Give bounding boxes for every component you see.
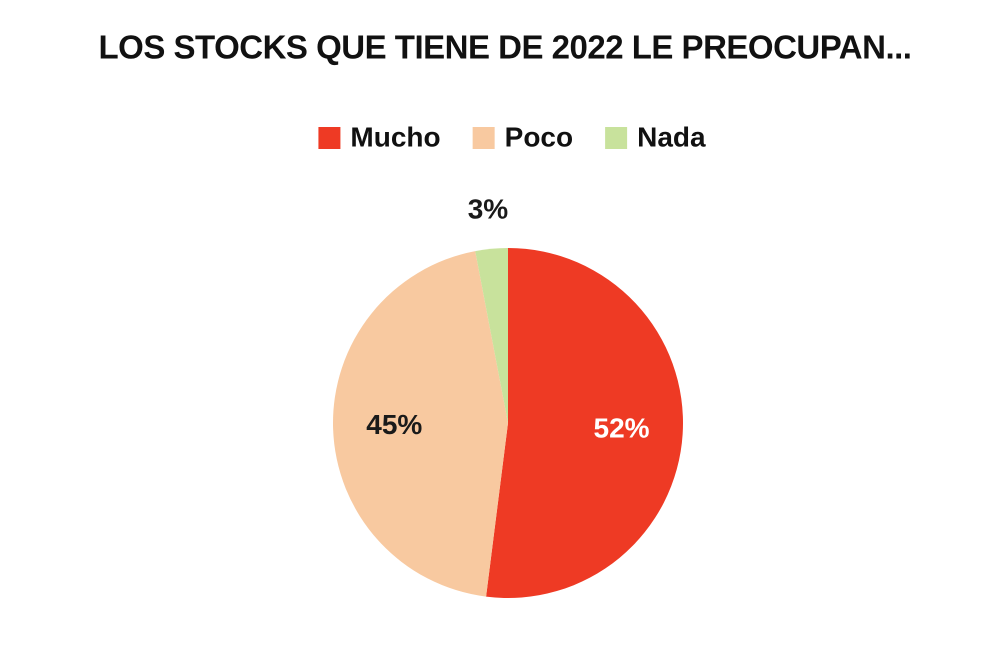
pie: 52% 45% 3% [333,193,684,599]
pie-slice [486,248,684,599]
legend-label: Mucho [350,121,440,152]
legend-swatch [605,127,628,149]
pie-slice [333,251,508,597]
legend-swatch [472,127,495,149]
legend-swatch [318,127,341,149]
legend: Mucho Poco Nada [318,121,706,152]
value-label: 52% [594,413,650,444]
pie-slice [475,248,508,423]
value-label: 45% [366,409,422,440]
legend-label: Poco [505,121,573,152]
value-label: 3% [468,193,509,224]
chart-title: LOS STOCKS QUE TIENE DE 2022 LE PREOCUPA… [99,29,912,66]
legend-label: Nada [637,121,706,152]
